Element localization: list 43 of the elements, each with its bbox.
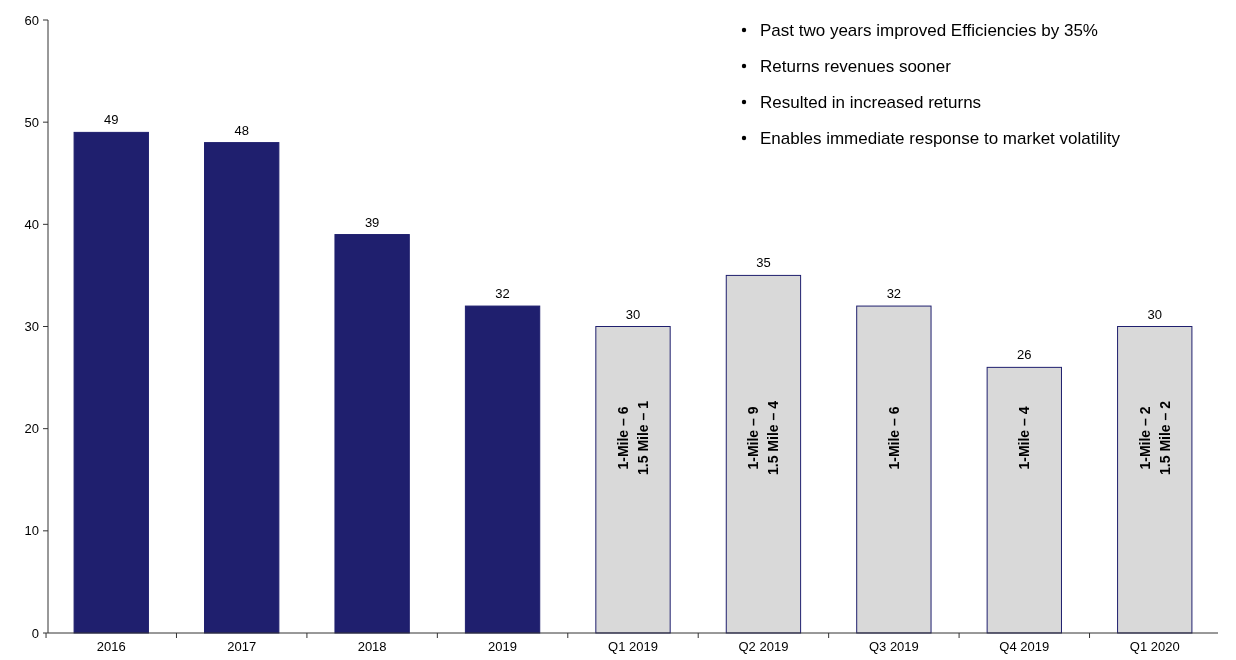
bar [725, 274, 802, 634]
data-label: 32 [886, 286, 902, 302]
data-label: 32 [495, 286, 510, 302]
data-label: 30 [1147, 306, 1162, 322]
annotation: 1-Mile – 6 1.5 Mile – 1 [614, 400, 651, 475]
x-tick-label: 2018 [357, 639, 387, 654]
y-tick-label: 30 [24, 319, 39, 335]
y-tick-label: 50 [24, 114, 39, 130]
bar [595, 326, 671, 634]
data-label: 26 [1017, 347, 1032, 363]
bar [334, 234, 410, 634]
annotation: 1-Mile – 9 1.5 Mile – 4 [745, 400, 782, 475]
bar [986, 366, 1062, 634]
x-tick-label: Q1 2020 [1129, 639, 1180, 654]
annotation: Past two years improved Efficiencies by 35% [760, 20, 1098, 40]
x-tick-label: Q3 2019 [868, 639, 919, 654]
bar [464, 305, 541, 634]
y-tick-label: 0 [31, 625, 39, 641]
y-tick-label: 20 [24, 421, 39, 437]
data-label: 48 [234, 122, 249, 138]
x-tick-label: 2016 [96, 639, 126, 654]
annotation: Enables immediate response to market volatility [760, 128, 1121, 148]
data-label: 39 [364, 214, 380, 230]
x-tick-label: Q4 2019 [999, 639, 1050, 654]
annotation: Returns revenues sooner [760, 56, 952, 76]
bar [73, 131, 149, 634]
x-tick-label: Q2 2019 [738, 639, 789, 654]
data-label: 35 [756, 255, 771, 271]
data-label: 49 [104, 112, 119, 128]
annotation: 1-Mile – 6 [885, 406, 902, 470]
annotation: 1-Mile – 4 [1016, 406, 1033, 470]
annotation: 1-Mile – 2 1.5 Mile – 2 [1136, 400, 1173, 475]
x-tick-label: Q1 2019 [608, 639, 658, 654]
bar [204, 142, 280, 634]
annotation: Resulted in increased returns [760, 92, 982, 112]
data-label: 30 [625, 306, 641, 322]
y-tick-label: 60 [24, 12, 39, 28]
y-tick-label: 10 [24, 523, 39, 539]
bar [1117, 326, 1193, 634]
y-tick-label: 40 [24, 216, 39, 232]
x-tick-label: 2017 [227, 639, 257, 654]
bar [856, 305, 932, 634]
x-tick-label: 2019 [488, 639, 518, 654]
